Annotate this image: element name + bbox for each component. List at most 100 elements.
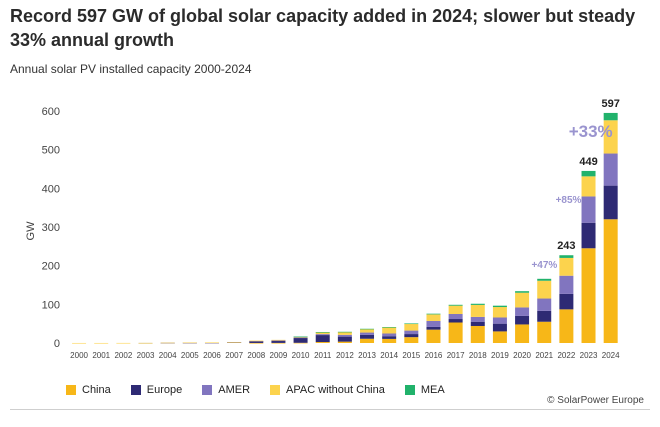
bar-segment-amer [382, 333, 397, 337]
bar-segment-china [559, 309, 574, 343]
y-tick-label: 600 [42, 106, 60, 118]
bar-segment-europe [360, 334, 375, 339]
legend-swatch [202, 385, 213, 395]
bar-segment-amer [271, 340, 286, 342]
total-label: 243 [557, 240, 575, 252]
bar-segment-apac-without-china [227, 342, 242, 343]
bar-segment-apac-without-china [94, 342, 109, 344]
bar-segment-mea [360, 328, 375, 330]
bar-segment-europe [382, 336, 397, 339]
chart-subtitle: Annual solar PV installed capacity 2000-… [10, 62, 252, 76]
bar-segment-apac-without-china [337, 331, 352, 335]
bar-segment-amer [603, 153, 618, 186]
legend-item: China [66, 384, 111, 396]
bar-segment-amer [581, 196, 596, 223]
y-axis-label: GW [25, 221, 37, 241]
x-tick-label: 2021 [535, 351, 553, 360]
x-tick-label: 2004 [159, 351, 177, 360]
x-tick-label: 2010 [292, 351, 310, 360]
bar-segment-apac-without-china [537, 280, 552, 299]
bar-segment-china [515, 324, 530, 343]
x-tick-label: 2020 [513, 351, 531, 360]
bar-segment-europe [537, 310, 552, 322]
bar-segment-europe [404, 334, 419, 338]
x-tick-label: 2001 [92, 351, 110, 360]
bar-segment-europe [271, 340, 286, 343]
bar-segment-apac-without-china [360, 329, 375, 333]
bar-segment-china [603, 219, 618, 343]
bar-segment-apac-without-china [382, 327, 397, 334]
bar-segment-europe [293, 338, 308, 343]
bar-segment-apac-without-china [448, 305, 463, 314]
bar-segment-amer [492, 317, 507, 324]
growth-annotation: +47% [531, 260, 557, 271]
x-tick-label: 2015 [402, 351, 420, 360]
bar-segment-europe [315, 335, 330, 343]
bar-segment-china [448, 322, 463, 343]
bar-segment-apac-without-china [603, 120, 618, 154]
bar-segment-apac-without-china [559, 257, 574, 276]
x-tick-label: 2023 [580, 351, 598, 360]
bar-segment-mea [426, 313, 441, 315]
bar-segment-apac-without-china [160, 342, 175, 344]
growth-annotation: +33% [569, 122, 613, 141]
x-tick-label: 2005 [181, 351, 199, 360]
x-tick-label: 2009 [270, 351, 288, 360]
bar-segment-europe [337, 336, 352, 342]
bar-segment-apac-without-china [72, 342, 87, 344]
legend-item: AMER [202, 384, 250, 396]
chart-title: Record 597 GW of global solar capacity a… [10, 6, 636, 50]
bar-segment-apac-without-china [116, 342, 131, 344]
legend-item: APAC without China [270, 384, 385, 396]
bar-segment-mea [537, 278, 552, 281]
legend-label: APAC without China [286, 384, 385, 396]
bar-segment-mea [603, 112, 618, 121]
bar-segment-china [382, 338, 397, 343]
legend-label: China [82, 384, 111, 396]
bar-segment-mea [581, 170, 596, 177]
bar-segment-apac-without-china [138, 342, 153, 344]
legend-swatch [130, 385, 141, 395]
bar-segment-china [249, 342, 264, 344]
source-credit: © SolarPower Europe [547, 395, 644, 406]
x-tick-label: 2007 [225, 351, 243, 360]
bar-segment-mea [492, 305, 507, 308]
x-tick-label: 2003 [137, 351, 155, 360]
footer-divider [10, 409, 650, 410]
bar-segment-amer [559, 275, 574, 294]
x-tick-label: 2017 [447, 351, 465, 360]
bar-segment-europe [581, 222, 596, 249]
bar-segment-apac-without-china [470, 304, 485, 317]
legend-item: Europe [130, 384, 183, 396]
x-tick-label: 2018 [469, 351, 487, 360]
bar-segment-apac-without-china [204, 342, 219, 344]
bar-segment-apac-without-china [404, 324, 419, 331]
y-tick-label: 400 [42, 183, 60, 195]
x-tick-label: 2013 [358, 351, 376, 360]
bar-segment-amer [360, 332, 375, 335]
bar-segment-europe [448, 319, 463, 323]
legend-label: Europe [146, 384, 183, 396]
bar-segment-apac-without-china [315, 332, 330, 335]
bar-segment-mea [448, 304, 463, 306]
bar-segment-mea [404, 323, 419, 325]
bar-segment-china [426, 329, 441, 343]
bar-segment-europe [515, 315, 530, 325]
bar-segment-europe [470, 321, 485, 326]
bar-segment-mea [293, 336, 308, 338]
x-tick-label: 2012 [336, 351, 354, 360]
bar-segment-amer [537, 298, 552, 311]
bar-segment-europe [603, 185, 618, 220]
x-tick-label: 2014 [380, 351, 398, 360]
bar-segment-amer [404, 330, 419, 335]
x-tick-label: 2022 [557, 351, 575, 360]
total-label: 449 [579, 156, 597, 168]
bar-segment-china [271, 342, 286, 344]
bar-segment-amer [515, 307, 530, 316]
bar-segment-china [315, 342, 330, 343]
legend-swatch [270, 385, 281, 395]
x-tick-label: 2008 [247, 351, 265, 360]
bar-segment-europe [559, 293, 574, 310]
bar-segment-china [293, 342, 308, 344]
